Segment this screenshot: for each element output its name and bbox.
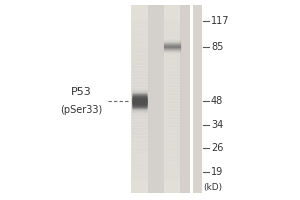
Text: 34: 34 <box>211 120 223 130</box>
Text: (pSer33): (pSer33) <box>61 105 103 115</box>
Text: 117: 117 <box>211 16 230 26</box>
Text: 48: 48 <box>211 96 223 106</box>
Bar <box>131 5 148 193</box>
Text: (kD): (kD) <box>203 183 222 192</box>
Text: 19: 19 <box>211 167 223 177</box>
Text: 26: 26 <box>211 143 223 153</box>
Bar <box>164 5 181 193</box>
Bar <box>193 5 202 193</box>
Bar <box>131 5 190 193</box>
Text: P53: P53 <box>71 87 92 97</box>
Text: 85: 85 <box>211 42 223 52</box>
